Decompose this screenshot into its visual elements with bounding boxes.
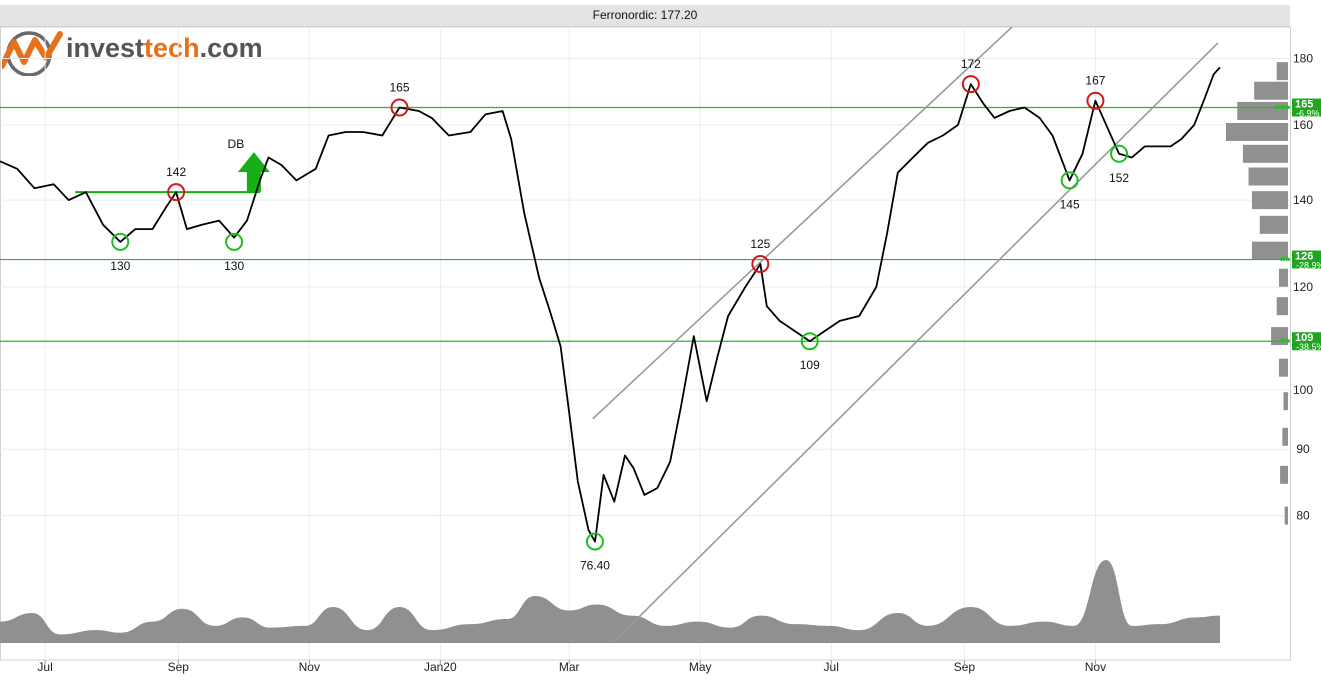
top-marker — [390, 98, 409, 117]
bottom-marker — [800, 332, 819, 351]
top-label: 167 — [1085, 74, 1105, 88]
support-change-label: -6.9% — [1296, 109, 1320, 119]
y-tick-label: 120 — [1293, 280, 1313, 294]
volume-profile-bar — [1276, 297, 1288, 316]
volume-profile-bar — [1251, 191, 1288, 210]
volume-profile-bar — [1248, 167, 1288, 186]
volume-area — [0, 560, 1220, 643]
bottom-label: 109 — [800, 358, 820, 372]
support-price-label: 126 — [1295, 251, 1313, 263]
grid — [0, 26, 1291, 661]
price-series — [0, 66, 1221, 543]
axes: 80 90 100 120 140 160 180 Jul Sep Nov Jan20 Mar May J… — [37, 51, 1313, 674]
x-tick-label: Jan20 — [424, 660, 457, 674]
top-marker — [167, 183, 186, 202]
x-tick-label: Sep — [168, 660, 190, 674]
y-tick-label: 180 — [1293, 51, 1313, 65]
support-strength-stars: ** — [1280, 254, 1291, 269]
volume-profile-bar — [1283, 392, 1288, 411]
y-tick-label: 140 — [1293, 193, 1313, 207]
support-price-label: 165 — [1295, 99, 1313, 111]
volume-profile-bar — [1237, 101, 1288, 120]
top-marker — [1086, 91, 1105, 110]
bottom-marker — [1110, 144, 1129, 163]
support-price-label: 109 — [1295, 332, 1313, 344]
bottom-label: 76.40 — [580, 559, 610, 573]
trend-channel — [592, 27, 1219, 642]
bottom-label: 152 — [1109, 171, 1129, 185]
y-tick-label: 90 — [1296, 442, 1310, 456]
bottom-marker — [225, 232, 244, 251]
support-label-box — [1292, 98, 1321, 117]
top-label: 142 — [166, 165, 186, 179]
bottom-marker — [1060, 171, 1079, 190]
volume-profile-bar — [1278, 268, 1288, 287]
y-tick-label: 80 — [1296, 509, 1310, 523]
support-label-box — [1292, 332, 1321, 351]
x-tick-label: Sep — [954, 660, 976, 674]
x-tick-label: Nov — [1085, 660, 1106, 674]
volume-profile-bar — [1271, 327, 1288, 346]
x-tick-label: May — [689, 660, 712, 674]
support-lines: *** 165-6.9% ** 126-28.9% ** 109-38.5% — [0, 98, 1321, 352]
bottom-marker — [111, 232, 130, 251]
volume-profile-bar — [1226, 122, 1288, 141]
trend-channel-lower — [613, 42, 1219, 642]
volume-profile-bar — [1242, 144, 1288, 163]
volume-profile — [1226, 62, 1288, 525]
top-marker — [961, 75, 980, 94]
trend-channel-upper — [592, 27, 1014, 420]
top-label: 172 — [961, 57, 981, 71]
x-tick-label: Nov — [299, 660, 320, 674]
chart-title: Ferronordic: 177.20 — [592, 8, 698, 22]
volume-profile-bar — [1276, 62, 1288, 81]
support-strength-stars: *** — [1275, 102, 1291, 117]
support-change-label: -38.5% — [1296, 342, 1321, 352]
support-change-label: -28.9% — [1296, 261, 1321, 271]
volume-profile-bar — [1282, 427, 1288, 446]
bottom-marker — [585, 532, 604, 551]
top-marker — [751, 255, 770, 274]
x-tick-label: Jul — [824, 660, 839, 674]
pattern-label: DB — [228, 137, 245, 151]
support-label-box — [1292, 250, 1321, 269]
top-label: 165 — [389, 81, 409, 95]
buy-signal-arrow-icon — [237, 152, 270, 193]
volume-profile-bar — [1278, 358, 1288, 377]
x-tick-label: Jul — [37, 660, 52, 674]
bottom-label: 130 — [110, 259, 130, 273]
top-label: 125 — [750, 237, 770, 251]
bottom-label: 145 — [1060, 197, 1080, 211]
x-tick-label: Mar — [559, 660, 580, 674]
volume-profile-bar — [1251, 241, 1288, 260]
volume-profile-bar — [1254, 81, 1288, 100]
volume-profile-bar — [1280, 465, 1288, 484]
support-strength-stars: ** — [1280, 335, 1291, 350]
y-tick-label: 100 — [1293, 383, 1313, 397]
price-line — [0, 66, 1221, 543]
volume-profile-bar — [1259, 215, 1288, 234]
y-tick-label: 160 — [1293, 118, 1313, 132]
logo-mark-icon — [0, 31, 63, 77]
tops-bottoms-markers: 142 165 125 172 167 130 130 76.40 109 145 152 — [110, 57, 1129, 572]
volume-area-shape — [0, 560, 1220, 643]
volume-profile-bar — [1284, 506, 1288, 525]
plot-frame — [0, 26, 1291, 661]
bottom-label: 130 — [224, 259, 244, 273]
